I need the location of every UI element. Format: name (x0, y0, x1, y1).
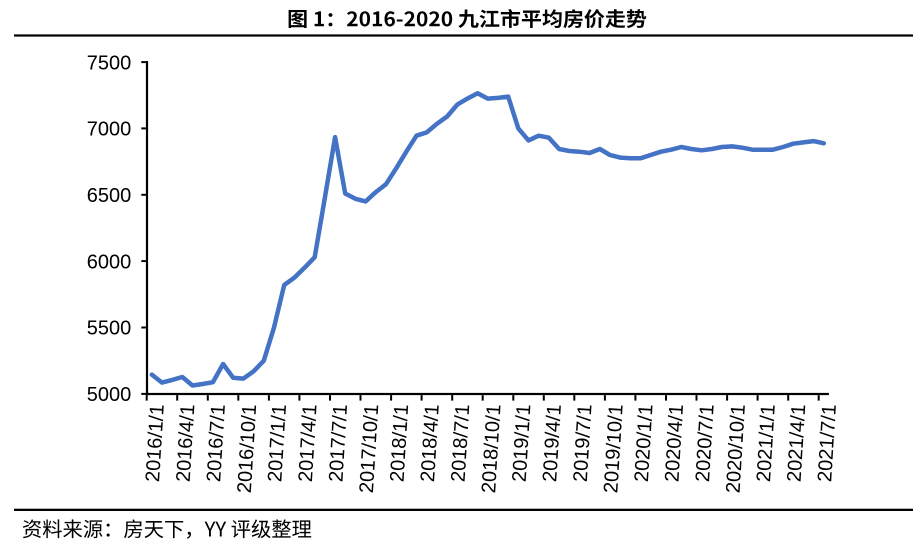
svg-text:2018/10/1: 2018/10/1 (478, 404, 505, 494)
svg-text:2018/7/1: 2018/7/1 (448, 404, 475, 483)
svg-text:2016/10/1: 2016/10/1 (234, 404, 261, 494)
svg-text:2021/7/1: 2021/7/1 (814, 404, 841, 483)
svg-text:5000: 5000 (87, 384, 132, 406)
svg-text:2017/7/1: 2017/7/1 (325, 404, 352, 483)
svg-text:2017/1/1: 2017/1/1 (264, 404, 291, 483)
svg-text:2019/4/1: 2019/4/1 (539, 404, 566, 483)
svg-text:2019/1/1: 2019/1/1 (509, 404, 536, 483)
svg-text:2017/10/1: 2017/10/1 (356, 404, 383, 494)
svg-text:5500: 5500 (87, 318, 132, 340)
svg-text:2018/1/1: 2018/1/1 (386, 404, 413, 483)
svg-text:2021/4/1: 2021/4/1 (784, 404, 811, 483)
svg-text:2020/10/1: 2020/10/1 (722, 404, 749, 494)
svg-text:2019/7/1: 2019/7/1 (570, 404, 597, 483)
svg-text:2016/1/1: 2016/1/1 (142, 404, 169, 483)
svg-text:2018/4/1: 2018/4/1 (417, 404, 444, 483)
svg-text:2020/7/1: 2020/7/1 (692, 404, 719, 483)
svg-text:2017/4/1: 2017/4/1 (295, 404, 322, 483)
svg-text:2016/7/1: 2016/7/1 (203, 404, 230, 483)
svg-text:2019/10/1: 2019/10/1 (600, 404, 627, 494)
svg-text:6500: 6500 (87, 185, 132, 207)
svg-text:2020/1/1: 2020/1/1 (631, 404, 658, 483)
svg-text:2020/4/1: 2020/4/1 (661, 404, 688, 483)
svg-text:7500: 7500 (87, 52, 132, 74)
svg-text:6000: 6000 (87, 251, 132, 273)
svg-text:2016/4/1: 2016/4/1 (173, 404, 200, 483)
svg-text:2021/1/1: 2021/1/1 (753, 404, 780, 483)
svg-text:7000: 7000 (87, 119, 132, 141)
